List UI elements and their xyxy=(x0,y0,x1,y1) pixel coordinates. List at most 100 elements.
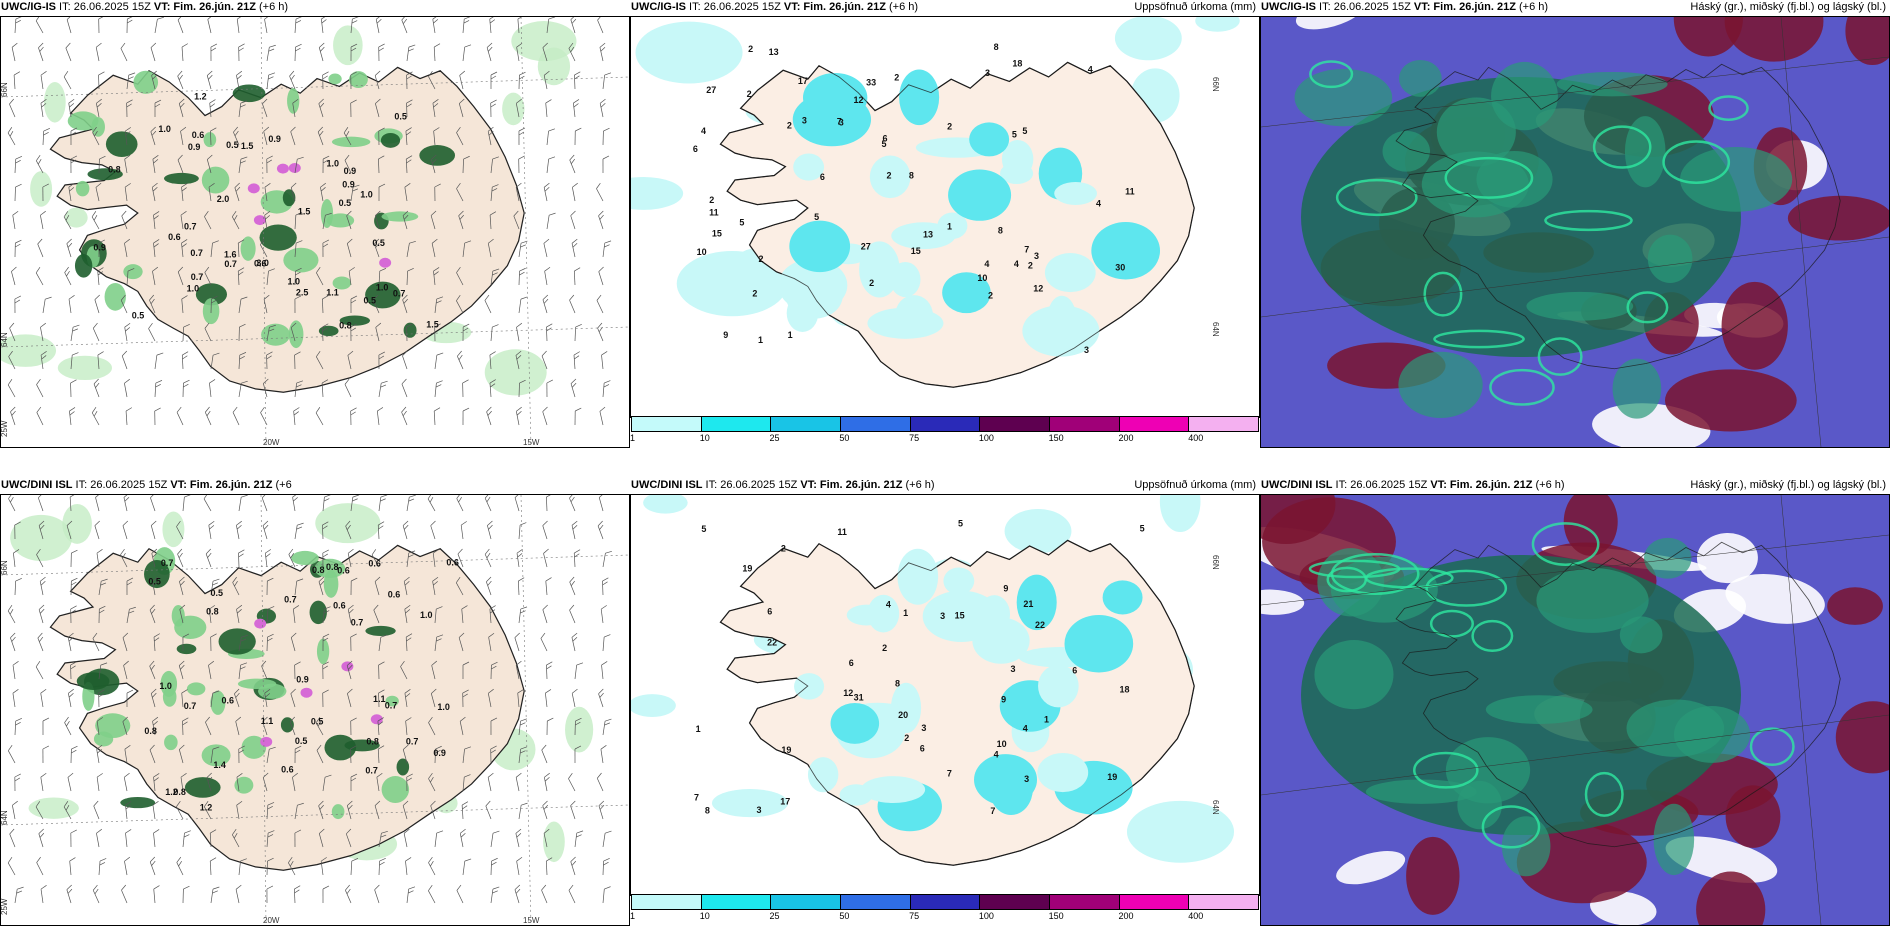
precip-value-label: 21 xyxy=(1023,599,1033,609)
wind-barb xyxy=(546,717,554,736)
precip-value-label: 13 xyxy=(923,229,933,239)
precip-area xyxy=(234,776,254,794)
cloud-area xyxy=(1721,281,1788,370)
wind-barb xyxy=(489,605,496,624)
wind-barb xyxy=(97,351,104,370)
precip-area xyxy=(348,71,368,88)
wind-barb xyxy=(350,717,357,736)
wind-barb xyxy=(262,520,269,540)
wind-barb xyxy=(126,689,134,708)
cloud-contour xyxy=(1489,368,1555,406)
precip-area xyxy=(419,145,456,166)
wind-barb xyxy=(63,211,72,230)
wind-barb xyxy=(35,661,44,680)
precip-value-label: 5 xyxy=(1012,129,1017,139)
wind-barb xyxy=(121,210,128,230)
wind-barb xyxy=(347,548,354,568)
cloud-area xyxy=(1317,548,1385,617)
precip-value-label: 2 xyxy=(1028,261,1033,271)
graticule-line xyxy=(1261,236,1889,318)
wind-barb xyxy=(264,183,271,202)
wind-barb xyxy=(378,495,388,512)
precip-value-label: 0.7 xyxy=(191,272,204,282)
wind-barb xyxy=(545,577,552,596)
precip-value-label: 2 xyxy=(709,195,714,205)
precip-area xyxy=(253,215,266,226)
precip-area xyxy=(260,736,273,747)
wind-barb xyxy=(14,183,22,202)
precip-value-label: 3 xyxy=(756,805,761,815)
wind-barb xyxy=(40,99,47,118)
precip-value-label: 1 xyxy=(1044,714,1049,724)
wind-barb xyxy=(402,744,409,764)
wind-barb xyxy=(261,660,268,680)
color-legend: 1 10 25 50 75 100 150 200 400 xyxy=(630,894,1259,924)
wind-barb xyxy=(462,323,470,342)
iceland-coastline xyxy=(719,539,1195,866)
precip-value-label: 8 xyxy=(895,678,900,688)
wind-barb xyxy=(266,577,274,596)
wind-barb xyxy=(154,380,163,398)
map-area[interactable] xyxy=(1260,16,1890,448)
wind-barb xyxy=(489,351,496,370)
wind-barb xyxy=(432,99,439,118)
wind-barb xyxy=(428,856,436,876)
wind-barb xyxy=(518,267,526,286)
precip-value-label: 0.8 xyxy=(206,607,219,617)
wind-barb xyxy=(96,717,104,736)
wind-barb xyxy=(515,660,522,680)
precip-area xyxy=(64,207,88,228)
precip-area xyxy=(484,349,547,396)
wind-barb xyxy=(151,548,158,568)
wind-barb xyxy=(14,886,24,904)
precip-area xyxy=(339,315,370,326)
axis-label: 20W xyxy=(263,916,280,925)
wind-barb xyxy=(70,127,78,146)
map-area[interactable]: 66N 64N 2 3 2 4 3 1 13 27 30 33 27 17 18 15 8 2 5 12 15 10 5 11… xyxy=(630,16,1260,418)
cloud-area xyxy=(1445,737,1531,804)
wind-barb xyxy=(375,17,382,34)
wind-barb xyxy=(7,745,16,764)
cloud-contour xyxy=(1708,95,1749,122)
wind-barb xyxy=(294,351,301,370)
wind-barb xyxy=(405,717,412,736)
map-area[interactable] xyxy=(1260,494,1890,926)
wind-barb xyxy=(571,520,578,540)
cloud-contour xyxy=(1471,619,1514,653)
wind-barb xyxy=(514,884,521,904)
map-area[interactable]: 66N 64N 1 2 1 3 5 17 21 31 22 12 18 19 22 15 19 19 20 8 6 2 7 4… xyxy=(630,494,1260,896)
wind-barb xyxy=(11,42,18,62)
wind-barb xyxy=(462,17,471,34)
wind-barb xyxy=(602,718,612,736)
wind-barb xyxy=(378,857,386,876)
wind-barb xyxy=(237,267,245,286)
precip-area xyxy=(899,69,940,126)
map-area[interactable]: 66N 64N 25W 20W 15W 0.7 0.9 0.5 0.9 1.0 0.9 1.1 1.0 1… xyxy=(0,16,630,448)
wind-barb xyxy=(600,605,607,624)
panel-title: UWC/DINI ISL IT: 26.06.2025 15Z VT: Fim.… xyxy=(631,479,1256,491)
wind-barb xyxy=(232,406,240,426)
wind-barb xyxy=(485,800,492,820)
wind-barb xyxy=(294,661,301,680)
precip-value-label: 3 xyxy=(802,115,807,125)
wind-barb xyxy=(320,857,327,876)
precip-value-label: 6 xyxy=(693,144,698,154)
wind-barb xyxy=(602,857,610,876)
wind-barb xyxy=(153,829,160,848)
precip-value-label: 0.6 xyxy=(168,232,181,242)
wind-barb xyxy=(462,774,471,792)
legend-tick-label: 400 xyxy=(1188,433,1204,443)
precip-value-label: 0.6 xyxy=(221,695,234,705)
wind-barb xyxy=(236,520,242,540)
precip-area xyxy=(232,84,266,103)
precip-value-label: 10 xyxy=(977,273,987,283)
precip-value-label: 7 xyxy=(947,768,952,778)
precip-area xyxy=(123,264,143,280)
map-area[interactable]: 66N 64N 25W 20W 15W 0.6 0.7 0.8 1.1 0.8 1.0 0.5 0.7 0… xyxy=(0,494,630,926)
wind-barb xyxy=(431,238,438,258)
wind-barb xyxy=(542,294,549,314)
precip-value-label: 0.5 xyxy=(394,111,407,121)
wind-barb xyxy=(178,744,185,764)
wind-barb xyxy=(42,717,50,736)
wind-barb xyxy=(460,521,467,540)
